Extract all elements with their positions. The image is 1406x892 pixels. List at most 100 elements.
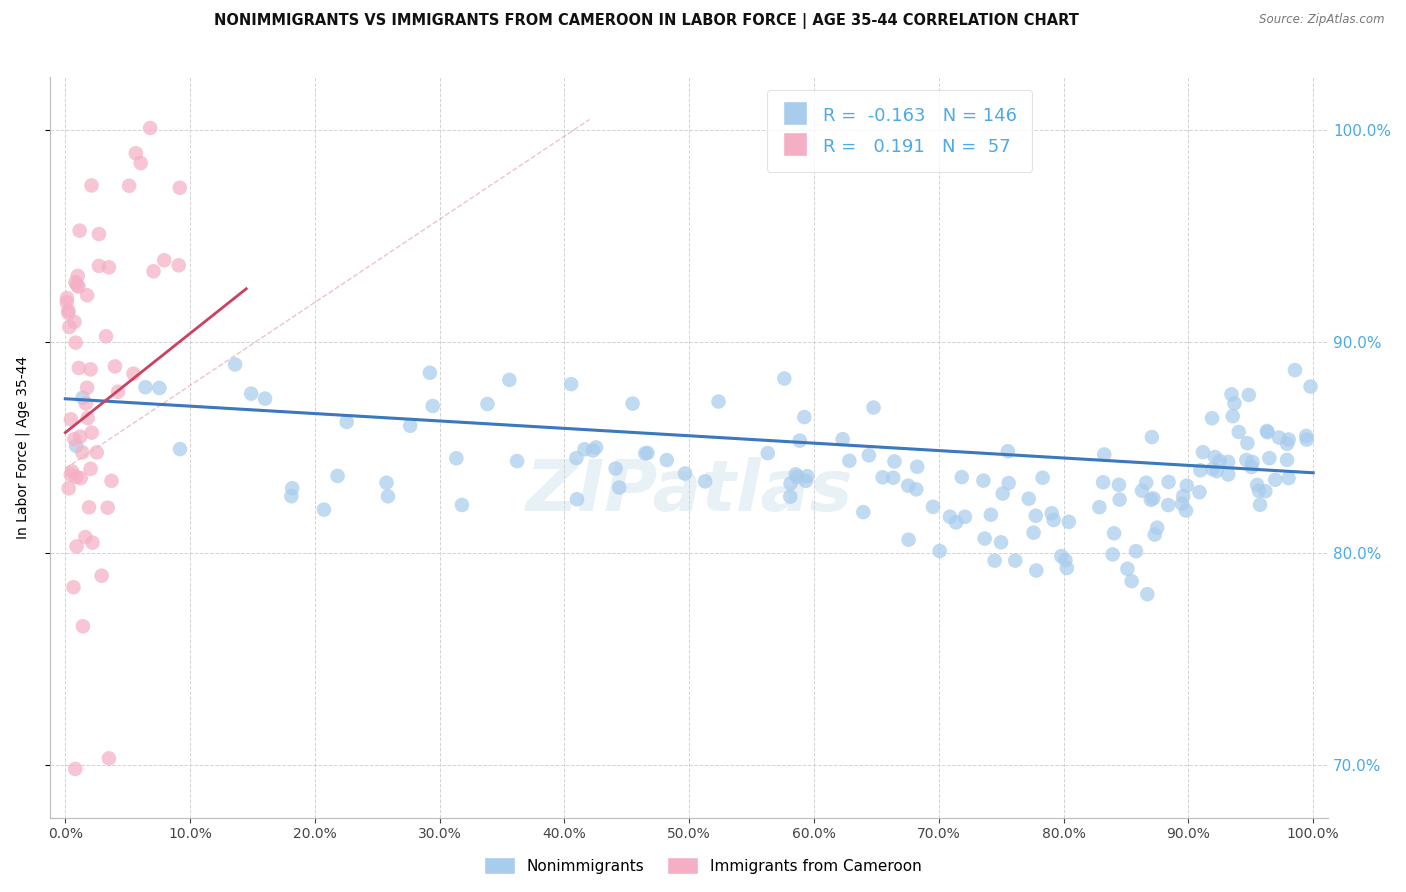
Point	[55, 295, 77, 310]
Point	[1241, 455, 1264, 469]
Point	[1140, 430, 1163, 444]
Point	[858, 448, 880, 462]
Point	[1258, 451, 1281, 466]
Point	[69, 430, 91, 444]
Point	[1256, 425, 1278, 440]
Point	[134, 380, 156, 394]
Point	[1171, 497, 1194, 511]
Point	[75, 530, 97, 544]
Point	[65, 335, 87, 350]
Point	[72, 445, 94, 459]
Point	[66, 277, 89, 292]
Point	[419, 366, 441, 380]
Point	[60, 465, 83, 479]
Point	[75, 396, 97, 410]
Point	[312, 502, 335, 516]
Point	[1295, 433, 1317, 447]
Point	[1218, 467, 1240, 482]
Text: ZIPatlas: ZIPatlas	[526, 458, 853, 526]
Point	[69, 224, 91, 238]
Point	[980, 508, 1002, 522]
Point	[1275, 453, 1298, 467]
Point	[87, 259, 110, 273]
Point	[883, 454, 905, 468]
Point	[125, 146, 148, 161]
Point	[169, 442, 191, 456]
Point	[950, 470, 973, 484]
Point	[1143, 527, 1166, 541]
Point	[62, 580, 84, 594]
Point	[66, 540, 89, 554]
Point	[1237, 388, 1260, 402]
Point	[63, 432, 86, 446]
Point	[773, 371, 796, 385]
Point	[66, 268, 89, 283]
Point	[1101, 548, 1123, 562]
Point	[565, 492, 588, 507]
Point	[779, 490, 801, 504]
Point	[1208, 454, 1230, 468]
Point	[997, 444, 1019, 458]
Point	[1054, 553, 1077, 567]
Point	[87, 227, 110, 241]
Point	[779, 476, 801, 491]
Point	[58, 306, 80, 320]
Point	[1222, 409, 1244, 424]
Point	[582, 443, 605, 458]
Legend: Nonimmigrants, Immigrants from Cameroon: Nonimmigrants, Immigrants from Cameroon	[478, 851, 928, 880]
Point	[1018, 491, 1040, 506]
Point	[1188, 485, 1211, 500]
Point	[77, 500, 100, 515]
Point	[58, 303, 80, 318]
Point	[148, 381, 170, 395]
Point	[94, 329, 117, 343]
Point	[167, 258, 190, 272]
Point	[65, 275, 87, 289]
Point	[1227, 425, 1250, 439]
Point	[852, 505, 875, 519]
Point	[1130, 483, 1153, 498]
Point	[153, 253, 176, 268]
Point	[59, 412, 82, 426]
Point	[506, 454, 529, 468]
Point	[693, 475, 716, 489]
Point	[636, 446, 658, 460]
Point	[634, 446, 657, 460]
Point	[922, 500, 945, 514]
Point	[605, 461, 627, 475]
Point	[1234, 453, 1257, 467]
Point	[65, 470, 87, 484]
Point	[69, 471, 91, 485]
Point	[1268, 431, 1291, 445]
Point	[79, 362, 101, 376]
Point	[224, 358, 246, 372]
Point	[1050, 549, 1073, 563]
Point	[928, 544, 950, 558]
Point	[80, 425, 103, 440]
Point	[498, 373, 520, 387]
Point	[118, 178, 141, 193]
Point	[56, 291, 79, 305]
Point	[97, 260, 120, 275]
Point	[1205, 464, 1227, 478]
Point	[1136, 587, 1159, 601]
Point	[1246, 478, 1268, 492]
Point	[1088, 500, 1111, 515]
Point	[76, 411, 98, 425]
Point	[76, 288, 98, 302]
Point	[1092, 475, 1115, 490]
Point	[477, 397, 499, 411]
Point	[169, 180, 191, 194]
Point	[377, 489, 399, 503]
Point	[1254, 484, 1277, 499]
Point	[451, 498, 474, 512]
Point	[65, 439, 87, 453]
Point	[991, 486, 1014, 500]
Point	[796, 469, 818, 483]
Point	[58, 481, 80, 495]
Point	[1284, 363, 1306, 377]
Point	[1092, 447, 1115, 461]
Point	[336, 415, 359, 429]
Point	[1249, 498, 1271, 512]
Point	[1275, 437, 1298, 451]
